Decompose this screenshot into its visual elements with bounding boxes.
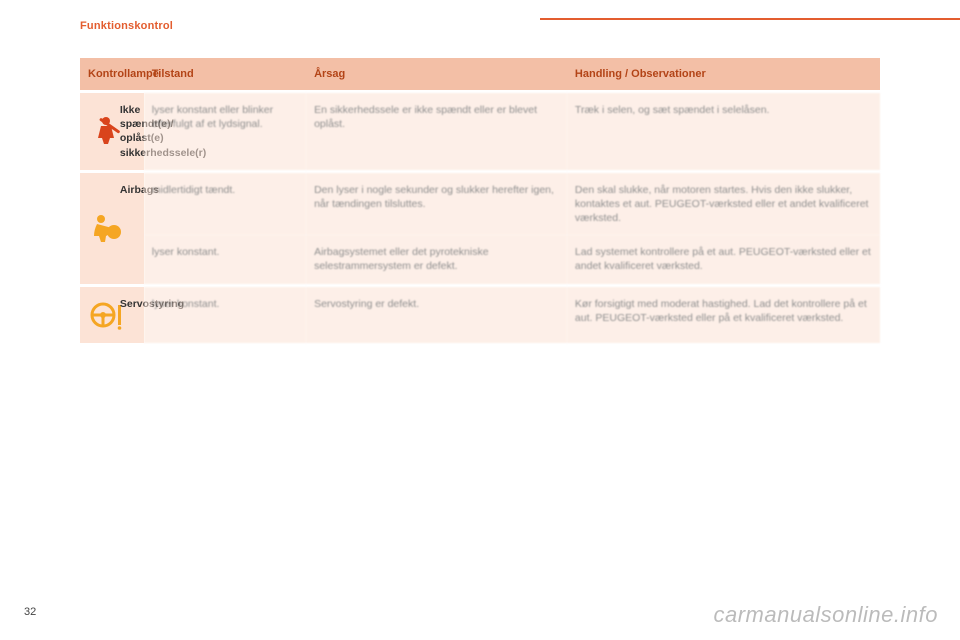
- col-header-arsag: Årsag: [306, 58, 567, 90]
- table-row: Ikke spændt(e)/ oplåst(e) sikkerhedssele…: [80, 93, 880, 170]
- cell-cause: En sikkerhedssele er ikke spændt eller e…: [306, 93, 567, 170]
- airbag-icon: [88, 210, 124, 246]
- cell-cause: Den lyser i nogle sekunder og slukker he…: [306, 173, 567, 236]
- table-header-row: Kontrollampe Tilstand Årsag Handling / O…: [80, 58, 880, 90]
- lamp-icon-cell: [80, 173, 112, 284]
- cell-state: lyser konstant.: [144, 235, 306, 283]
- lamp-icon-cell: [80, 287, 112, 343]
- cell-state: lyser konstant.: [144, 287, 306, 343]
- header-rule: [540, 18, 960, 20]
- cell-state: lyser konstant eller blinker efterfulgt …: [144, 93, 306, 170]
- col-header-kontrollampe: Kontrollampe: [80, 58, 144, 90]
- seatbelt-icon: [88, 113, 124, 149]
- col-header-handling: Handling / Observationer: [567, 58, 880, 90]
- cell-cause: Servostyring er defekt.: [306, 287, 567, 343]
- cell-cause: Airbagsystemet eller det pyrotekniske se…: [306, 235, 567, 283]
- cell-action: Den skal slukke, når motoren startes. Hv…: [567, 173, 880, 236]
- warning-lamp-table: Kontrollampe Tilstand Årsag Handling / O…: [80, 58, 880, 343]
- table-row: lyser konstant. Airbagsystemet eller det…: [80, 235, 880, 283]
- col-header-tilstand: Tilstand: [144, 58, 306, 90]
- cell-action: Kør forsigtigt med moderat hastighed. La…: [567, 287, 880, 343]
- cell-state: midlertidigt tændt.: [144, 173, 306, 236]
- section-title: Funktionskontrol: [80, 20, 880, 32]
- table-row: Airbags midlertidigt tændt. Den lyser i …: [80, 173, 880, 236]
- page: Funktionskontrol Kontrollampe Tilstand Å…: [0, 0, 960, 640]
- page-number: 32: [24, 606, 36, 618]
- cell-action: Lad systemet kontrollere på et aut. PEUG…: [567, 235, 880, 283]
- steering-icon: [88, 297, 124, 333]
- cell-action: Træk i selen, og sæt spændet i selelåsen…: [567, 93, 880, 170]
- table-row: Servostyring lyser konstant. Servostyrin…: [80, 287, 880, 343]
- lamp-icon-cell: [80, 93, 112, 170]
- watermark-text: carmanualsonline.info: [713, 602, 938, 628]
